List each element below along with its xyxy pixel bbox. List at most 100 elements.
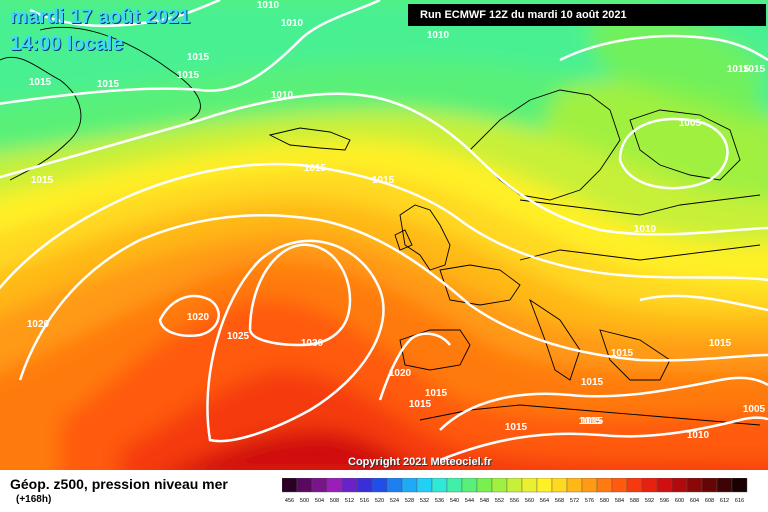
- scale-swatch: [371, 478, 388, 493]
- scale-tick-label: 508: [330, 498, 339, 504]
- isobars: [0, 0, 768, 460]
- scale-tick-label: 556: [510, 498, 519, 504]
- scale-swatch: [506, 478, 523, 493]
- scale-swatch: [356, 478, 373, 493]
- isobar-label: 1020: [187, 312, 210, 323]
- scale-swatch: [581, 478, 598, 493]
- scale-tick-label: 560: [525, 498, 534, 504]
- isobar-label: 1015: [425, 388, 448, 399]
- weather-map: 1010 1010 1010 1010 1015 1015 1015 1015 1015 1015…: [0, 0, 768, 470]
- legend-title: Géop. z500, pression niveau mer: [10, 476, 228, 492]
- scale-tick-label: 604: [690, 498, 699, 504]
- scale-tick-label: 504: [315, 498, 324, 504]
- scale-swatch: [626, 478, 643, 493]
- scale-swatch: [401, 478, 418, 493]
- scale-swatch: [491, 478, 508, 493]
- isobar-label: 1015: [581, 416, 604, 427]
- isobar-label: 1015: [581, 377, 604, 388]
- scale-tick-label: 524: [390, 498, 399, 504]
- isobar-label: 1015: [29, 77, 52, 88]
- scale-tick-label: 512: [345, 498, 354, 504]
- model-run-banner: Run ECMWF 12Z du mardi 10 août 2021: [408, 4, 766, 26]
- isobar-label: 1010: [257, 0, 280, 11]
- isobar-label: 1010: [281, 18, 304, 29]
- isobar-label: 1015: [177, 70, 200, 81]
- scale-tick-label: 580: [600, 498, 609, 504]
- isobar-label: 1015: [97, 79, 120, 90]
- isobar-label: 1010: [687, 430, 710, 441]
- scale-tick-label: 548: [480, 498, 489, 504]
- isobar-label: 1030: [301, 338, 324, 349]
- scale-tick-label: 600: [675, 498, 684, 504]
- color-scale: 456 500 504 508 512 516 520 524 528 532 536 540 544 5…: [282, 478, 748, 504]
- scale-tick-label: 552: [495, 498, 504, 504]
- scale-swatch: [311, 478, 328, 493]
- scale-tick-label: 616: [735, 498, 744, 504]
- isobar-label-group: 1010101010101010101510151015101510151015…: [27, 0, 766, 441]
- scale-swatch: [341, 478, 358, 493]
- legend-bar: Géop. z500, pression niveau mer (+168h) …: [0, 470, 768, 512]
- scale-swatch: [536, 478, 553, 493]
- isobar-label: 1010: [634, 224, 657, 235]
- scale-swatch: [611, 478, 628, 493]
- scale-swatch: [656, 478, 673, 493]
- isobar-label: 1020: [27, 319, 50, 330]
- scale-swatch: [716, 478, 733, 493]
- scale-tick-label: 520: [375, 498, 384, 504]
- scale-tick-label: 572: [570, 498, 579, 504]
- isobar-label: 1015: [31, 175, 54, 186]
- scale-swatch: [326, 478, 343, 493]
- scale-tick-label: 584: [615, 498, 624, 504]
- scale-tick-label: 532: [420, 498, 429, 504]
- scale-tick-label: 608: [705, 498, 714, 504]
- isobar-label: 1015: [579, 416, 602, 427]
- scale-tick-label: 536: [435, 498, 444, 504]
- scale-swatch: [731, 478, 748, 493]
- scale-tick-label: 596: [660, 498, 669, 504]
- isobar-label: 1005: [679, 118, 702, 129]
- scale-tick-label: 612: [720, 498, 729, 504]
- scale-swatch: [671, 478, 688, 493]
- scale-swatch: [446, 478, 463, 493]
- isobar-label: 1015: [187, 52, 210, 63]
- isobar-label: 1015: [743, 64, 766, 75]
- scale-swatch: [551, 478, 568, 493]
- isobar-label: 1015: [727, 64, 750, 75]
- forecast-date: mardi 17 août 2021: [10, 6, 191, 28]
- scale-tick-label: 456: [285, 498, 294, 504]
- scale-swatch: [521, 478, 538, 493]
- scale-swatch: [461, 478, 478, 493]
- isobar-label: 1025: [227, 331, 250, 342]
- scale-swatch: [416, 478, 433, 493]
- isobar-label: 1015: [709, 338, 732, 349]
- scale-tick-label: 544: [465, 498, 474, 504]
- scale-tick-label: 568: [555, 498, 564, 504]
- scale-swatch: [641, 478, 658, 493]
- scale-tick-label: 528: [405, 498, 414, 504]
- isobar-label: 1010: [271, 90, 294, 101]
- scale-swatch: [296, 478, 313, 493]
- scale-tick-label: 500: [300, 498, 309, 504]
- scale-tick-label: 588: [630, 498, 639, 504]
- map-canvas: 1010101010101010101510151015101510151015…: [0, 0, 768, 470]
- copyright-notice: Copyright 2021 Meteociel.fr: [348, 456, 492, 468]
- isobar-label: 1010: [427, 30, 450, 41]
- scale-swatch: [596, 478, 613, 493]
- isobar-label: 1005: [743, 404, 766, 415]
- isobar-label: 1015: [372, 175, 395, 186]
- scale-tick-label: 592: [645, 498, 654, 504]
- scale-swatch: [686, 478, 703, 493]
- forecast-time: 14:00 locale: [10, 33, 124, 55]
- scale-tick-label: 576: [585, 498, 594, 504]
- isobar-label: 1015: [304, 163, 327, 174]
- scale-tick-label: 564: [540, 498, 549, 504]
- isobar-label: 1015: [505, 422, 528, 433]
- isobar-label: 1020: [389, 368, 412, 379]
- scale-swatch: [282, 478, 298, 493]
- scale-swatch: [476, 478, 493, 493]
- legend-subtitle: (+168h): [16, 494, 52, 505]
- scale-swatch: [386, 478, 403, 493]
- scale-tick-label: 516: [360, 498, 369, 504]
- scale-swatch: [566, 478, 583, 493]
- isobar-label: 1015: [611, 348, 634, 359]
